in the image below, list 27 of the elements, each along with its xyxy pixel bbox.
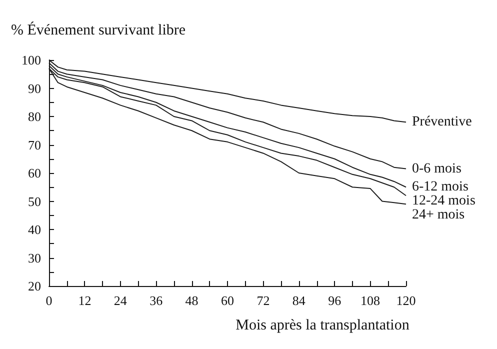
y-tick-label: 30 xyxy=(28,250,41,266)
x-tick-label: 48 xyxy=(185,293,198,308)
x-tick-label: 36 xyxy=(150,293,164,308)
x-tick-label: 108 xyxy=(360,293,380,308)
series-label: 6-12 mois xyxy=(412,180,468,195)
series-label: 24+ mois xyxy=(412,208,465,223)
x-axis-title: Mois après la transplantation xyxy=(236,318,410,334)
x-tick-label: 84 xyxy=(292,293,306,308)
x-tick-label: 60 xyxy=(221,293,234,308)
x-tick-label: 72 xyxy=(256,293,270,308)
x-tick-label: 120 xyxy=(396,293,416,308)
series-label: 0-6 mois xyxy=(412,161,462,176)
series-label: 12-24 mois xyxy=(412,194,476,209)
x-tick-label: 96 xyxy=(328,293,342,308)
y-tick-label: 60 xyxy=(28,166,41,180)
x-tick-label: 24 xyxy=(114,293,128,308)
y-tick-label: 80 xyxy=(28,109,41,124)
y-tick-label: 20 xyxy=(28,278,41,294)
x-tick-label: 0 xyxy=(46,293,52,308)
series-label: Préventive xyxy=(412,114,472,130)
x-tick-label: 12 xyxy=(78,293,92,308)
y-tick-label: 90 xyxy=(28,80,41,96)
y-tick-label: 100 xyxy=(22,52,41,68)
y-tick-label: 40 xyxy=(28,222,41,237)
y-axis-title: % Événement survivant libre xyxy=(11,22,186,38)
y-tick-label: 50 xyxy=(28,194,41,209)
y-tick-label: 70 xyxy=(28,137,41,152)
